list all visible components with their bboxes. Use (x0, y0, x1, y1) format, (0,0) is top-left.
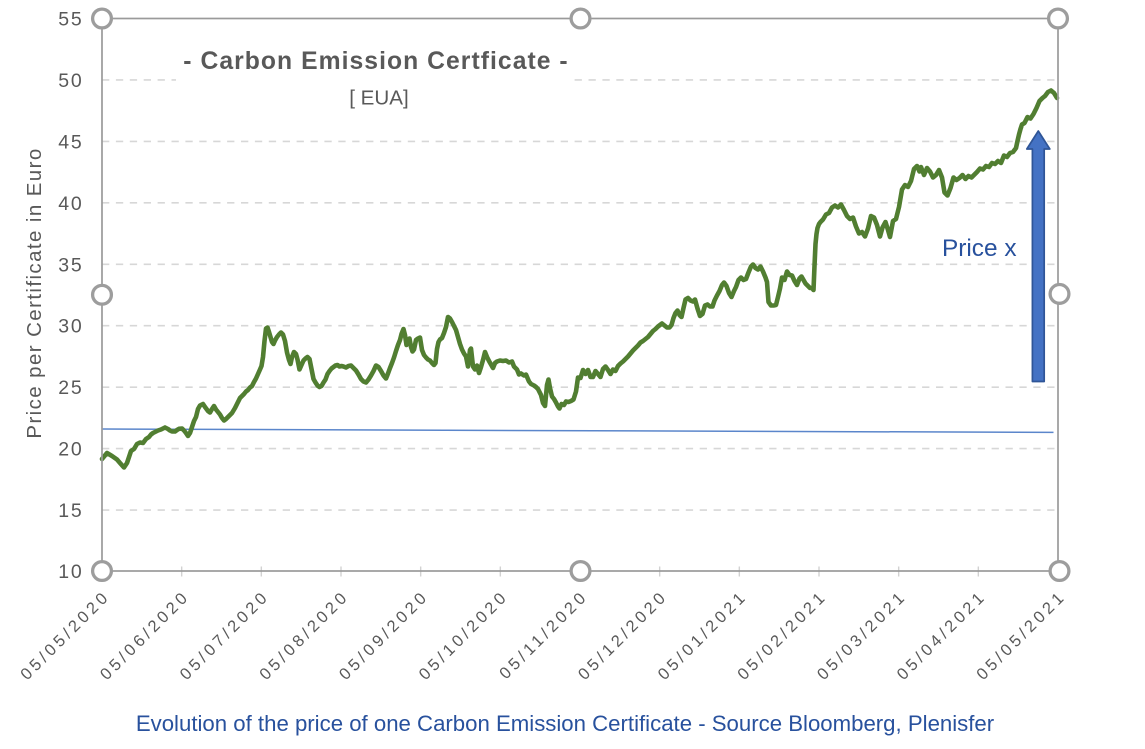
svg-text:- Carbon Emission Certficate -: - Carbon Emission Certficate - (183, 48, 568, 75)
svg-text:50: 50 (58, 70, 83, 92)
svg-text:25: 25 (58, 377, 83, 399)
svg-text:30: 30 (58, 316, 83, 338)
svg-text:Evolution of the price of one: Evolution of the price of one Carbon Emi… (136, 711, 995, 736)
svg-text:Price x: Price x (942, 235, 1017, 262)
svg-text:15: 15 (58, 500, 83, 522)
svg-text:20: 20 (58, 439, 83, 461)
svg-text:Price per Certificate in Euro: Price per Certificate in Euro (23, 147, 46, 438)
svg-text:35: 35 (58, 254, 83, 276)
svg-text:45: 45 (58, 131, 83, 153)
svg-text:10: 10 (58, 561, 83, 583)
svg-text:40: 40 (58, 193, 83, 215)
svg-text:[ EUA]: [ EUA] (349, 87, 409, 110)
svg-text:55: 55 (58, 9, 83, 31)
